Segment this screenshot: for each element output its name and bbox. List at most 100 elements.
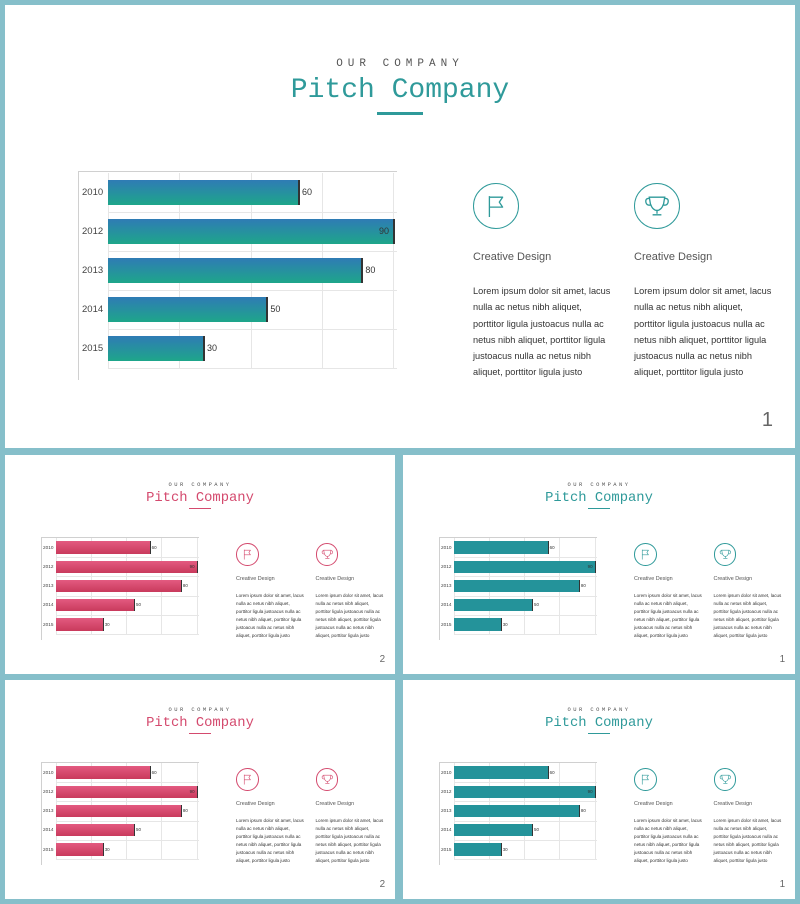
chart-gridline-vertical	[196, 537, 198, 635]
page-number: 2	[379, 879, 386, 891]
feature-title: Creative Design	[713, 576, 753, 583]
bar-2014	[108, 297, 269, 322]
value-label: 60	[151, 769, 157, 775]
category-label: 2014	[441, 602, 452, 608]
chart-gridline-horizontal	[55, 820, 199, 822]
page-number: 1	[779, 879, 786, 891]
bar-chart: 2010 60 2012 90 2013 80 2014 50 2015 30	[78, 171, 397, 380]
trophy-icon	[713, 542, 737, 566]
chart-gridline-horizontal	[453, 839, 597, 841]
feature-2: Creative Design Lorem ipsum dolor sit ame…	[315, 767, 390, 867]
bar-2014	[453, 599, 533, 612]
feature-title: Creative Design	[713, 801, 753, 808]
bar-2010	[108, 180, 300, 205]
bar-2012	[108, 219, 395, 244]
page-title: Pitch Company	[545, 489, 653, 506]
value-label: 80	[365, 264, 376, 275]
value-label: 30	[207, 342, 218, 353]
flag-icon	[634, 542, 657, 566]
bar-2014	[453, 824, 533, 837]
value-label: 80	[182, 583, 188, 589]
chart-top-border	[78, 171, 397, 172]
chart-gridline-horizontal	[108, 329, 397, 330]
category-label: 2015	[441, 846, 452, 852]
slide-2: OUR COMPANY Pitch Company 2010 60 2012 90 2013…	[5, 455, 395, 674]
bar-2012	[55, 785, 198, 798]
bar-2013	[55, 804, 182, 818]
chart-gridline-horizontal	[108, 290, 397, 291]
chart-top-border	[439, 536, 597, 538]
feature-body: Lorem ipsum dolor sit amet, lacus nulla …	[634, 286, 772, 378]
chart-gridline-horizontal	[453, 820, 597, 822]
bar-2013	[108, 258, 364, 283]
flag-icon	[634, 767, 657, 791]
feature-2: Creative Design Lorem ipsum dolor sit ame…	[634, 183, 784, 383]
category-label: 2015	[43, 846, 54, 852]
category-label: 2014	[82, 303, 104, 315]
slide-4: OUR COMPANY Pitch Company 2010 60 2012 90 2013…	[5, 680, 395, 899]
feature-title: Creative Design	[315, 801, 355, 808]
feature-1: Creative Design Lorem ipsum dolor sit ame…	[634, 767, 708, 867]
bar-2010	[55, 766, 151, 779]
chart-gridline-horizontal	[55, 614, 199, 616]
category-label: 2010	[43, 769, 54, 775]
value-label: 60	[549, 769, 555, 775]
bar-2014	[55, 824, 135, 837]
kicker-text: OUR COMPANY	[168, 706, 232, 714]
value-label: 90	[379, 225, 390, 236]
feature-body: Lorem ipsum dolor sit amet, lacus nulla …	[634, 593, 702, 639]
kicker-text: OUR COMPANY	[168, 481, 232, 489]
bar-chart: 2010 60 2012 90 2013 80 2014 50 2015 30	[41, 536, 199, 641]
category-label: 2015	[43, 621, 54, 627]
chart-gridline-horizontal	[55, 557, 199, 559]
trophy-icon	[315, 542, 339, 566]
category-label: 2013	[82, 264, 104, 276]
bar-2013	[453, 579, 580, 593]
feature-1: Creative Design Lorem ipsum dolor sit ame…	[634, 542, 708, 642]
feature-1: Creative Design Lorem ipsum dolor sit ame…	[473, 183, 623, 383]
bar-2010	[453, 541, 549, 554]
category-label: 2015	[441, 621, 452, 627]
category-label: 2013	[43, 583, 54, 589]
value-label: 50	[135, 602, 141, 608]
value-label: 80	[580, 808, 586, 814]
bar-2015	[108, 336, 205, 361]
chart-gridline-vertical	[594, 762, 596, 860]
category-label: 2015	[82, 342, 104, 354]
feature-title: Creative Design	[236, 576, 275, 583]
chart-gridline-vertical	[594, 537, 596, 635]
feature-title: Creative Design	[473, 251, 552, 263]
chart-gridline-horizontal	[453, 595, 597, 597]
chart-left-border	[78, 171, 79, 380]
value-label: 50	[533, 827, 539, 833]
value-label: 30	[104, 846, 110, 852]
feature-title: Creative Design	[236, 801, 275, 808]
value-label: 50	[270, 303, 281, 314]
value-label: 50	[135, 827, 141, 833]
chart-gridline-horizontal	[453, 782, 597, 784]
bar-2013	[453, 804, 580, 818]
chart-gridline-horizontal	[55, 801, 199, 803]
chart-bottom-axis	[55, 859, 199, 861]
category-label: 2012	[43, 563, 54, 569]
category-label: 2012	[441, 788, 452, 794]
title-underline	[188, 732, 212, 735]
feature-body: Lorem ipsum dolor sit amet, lacus nulla …	[236, 818, 304, 864]
bar-chart: 2010 60 2012 90 2013 80 2014 50 2015 30	[439, 761, 597, 866]
chart-top-border	[41, 536, 199, 538]
chart-gridline-horizontal	[453, 557, 597, 559]
category-label: 2013	[441, 583, 452, 589]
chart-gridline-horizontal	[453, 576, 597, 578]
bar-2013	[55, 579, 182, 593]
category-label: 2010	[43, 544, 54, 550]
value-label: 90	[587, 788, 593, 794]
category-label: 2012	[82, 225, 104, 237]
slide-5: OUR COMPANY Pitch Company 2010 60 2012 90 2013…	[403, 680, 795, 899]
value-label: 60	[549, 544, 555, 550]
title-underline	[587, 507, 611, 510]
category-label: 2014	[43, 602, 54, 608]
chart-top-border	[41, 761, 199, 763]
feature-title: Creative Design	[634, 576, 673, 583]
category-label: 2014	[441, 827, 452, 833]
category-label: 2014	[43, 827, 54, 833]
